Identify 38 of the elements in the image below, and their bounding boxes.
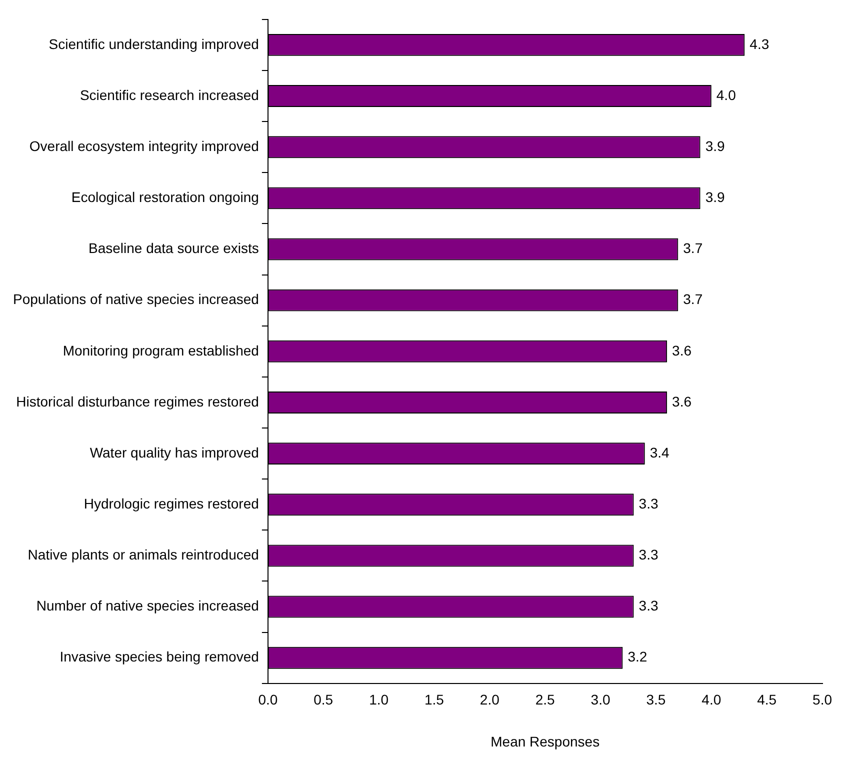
y-tick-label: Hydrologic regimes restored	[84, 495, 259, 512]
y-tick-label: Historical disturbance regimes restored	[16, 393, 259, 410]
data-label: 3.6	[672, 393, 692, 410]
y-tick-label: Native plants or animals reintroduced	[28, 546, 259, 563]
x-tick-label: 4.0	[702, 692, 722, 708]
x-tick-label: 1.5	[424, 692, 444, 708]
y-tick-label: Scientific research increased	[80, 86, 259, 103]
data-label: 3.2	[628, 648, 648, 665]
y-tick-label: Overall ecosystem integrity improved	[29, 138, 259, 154]
x-tick-label: 4.5	[757, 692, 777, 708]
y-tick-label: Invasive species being removed	[60, 648, 259, 665]
data-label: 3.9	[705, 138, 725, 154]
y-tick-label: Populations of native species increased	[12, 291, 259, 308]
data-label: 3.3	[638, 495, 658, 512]
x-tick-label: 1.0	[369, 692, 389, 708]
y-tick-label: Baseline data source exists	[88, 240, 259, 256]
data-label: 3.3	[638, 598, 658, 614]
data-label: 3.4	[650, 444, 670, 460]
y-tick-label: Number of native species increased	[36, 598, 259, 614]
x-tick-label: 5.0	[812, 692, 832, 708]
x-tick-label: 0.0	[258, 692, 278, 708]
x-tick-label: 2.5	[535, 692, 556, 708]
y-tick-label: Monitoring program established	[62, 342, 259, 358]
data-label: 4.0	[716, 86, 736, 103]
y-tick-label: Scientific understanding improved	[48, 36, 259, 52]
data-label: 3.6	[672, 342, 692, 358]
data-label: 3.7	[683, 240, 703, 256]
data-label: 3.3	[638, 546, 658, 563]
x-tick-label: 2.0	[480, 692, 500, 708]
x-tick-label: 3.5	[646, 692, 666, 708]
y-tick-label: Water quality has improved	[90, 444, 259, 460]
data-label: 3.7	[683, 291, 703, 308]
x-axis-title: Mean Responses	[490, 733, 600, 750]
data-label: 4.3	[750, 36, 770, 52]
y-tick-label: Ecological restoration ongoing	[71, 189, 259, 206]
data-label: 3.9	[705, 189, 725, 206]
x-tick-label: 3.0	[590, 692, 610, 708]
x-tick-label: 0.5	[314, 692, 334, 708]
